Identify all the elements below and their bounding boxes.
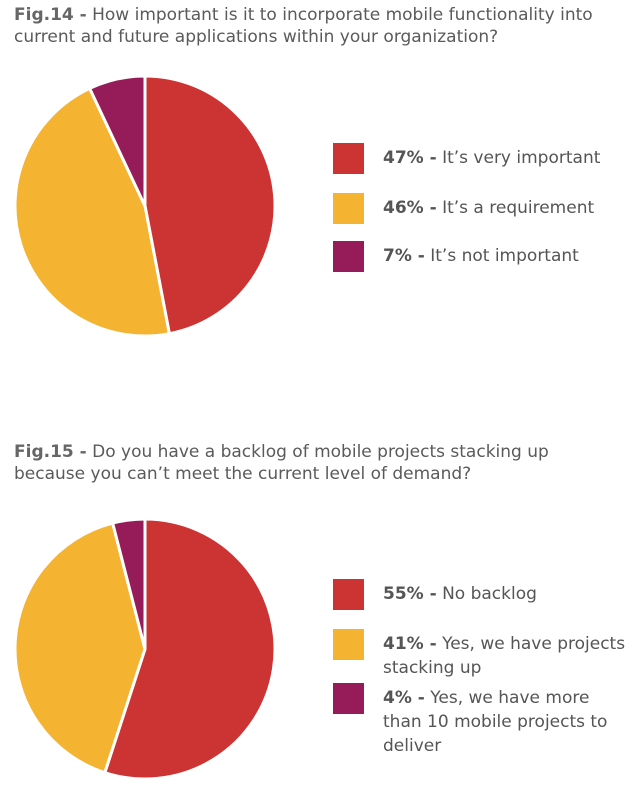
legend-label: 41% - Yes, we have projects stacking up: [383, 632, 628, 680]
legend-label: 47% - It’s very important: [383, 146, 628, 170]
pie-slice-0: [103, 517, 277, 781]
legend-label: 46% - It’s a requirement: [383, 196, 628, 220]
fig14-number: Fig.14 -: [14, 5, 87, 25]
fig14-pie-chart: [13, 74, 277, 338]
fig15-question: Do you have a backlog of mobile projects…: [14, 442, 549, 484]
fig14-title: Fig.14 - How important is it to incorpor…: [14, 4, 614, 48]
legend-label: 4% - Yes, we have more than 10 mobile pr…: [383, 686, 628, 758]
legend-text: Yes, we have more than 10 mobile project…: [383, 688, 608, 756]
pie-slice-1: [13, 86, 171, 338]
legend-swatch: [333, 193, 364, 224]
legend-swatch: [333, 629, 364, 660]
legend-swatch: [333, 579, 364, 610]
legend-percent: 47% -: [383, 148, 437, 168]
pie-slice-2: [88, 74, 147, 208]
legend-label: 7% - It’s not important: [383, 244, 628, 268]
fig15-pie-chart: [13, 517, 277, 781]
legend-swatch: [333, 683, 364, 714]
legend-text: It’s very important: [442, 148, 601, 168]
legend-label: 55% - No backlog: [383, 582, 628, 606]
legend-text: It’s not important: [430, 246, 579, 266]
legend-percent: 55% -: [383, 584, 437, 604]
fig14-question: How important is it to incorporate mobil…: [14, 5, 593, 47]
legend-text: Yes, we have projects stacking up: [383, 634, 626, 678]
legend-swatch: [333, 143, 364, 174]
legend-text: It’s a requirement: [442, 198, 595, 218]
legend-swatch: [333, 241, 364, 272]
legend-text: No backlog: [442, 584, 537, 604]
fig15-number: Fig.15 -: [14, 442, 87, 462]
pie-slice-1: [13, 521, 147, 775]
pie-slice-0: [143, 74, 277, 336]
fig15-title: Fig.15 - Do you have a backlog of mobile…: [14, 441, 614, 485]
legend-percent: 46% -: [383, 198, 437, 218]
legend-percent: 41% -: [383, 634, 437, 654]
legend-percent: 4% -: [383, 688, 425, 708]
pie-slice-2: [111, 517, 147, 651]
legend-percent: 7% -: [383, 246, 425, 266]
